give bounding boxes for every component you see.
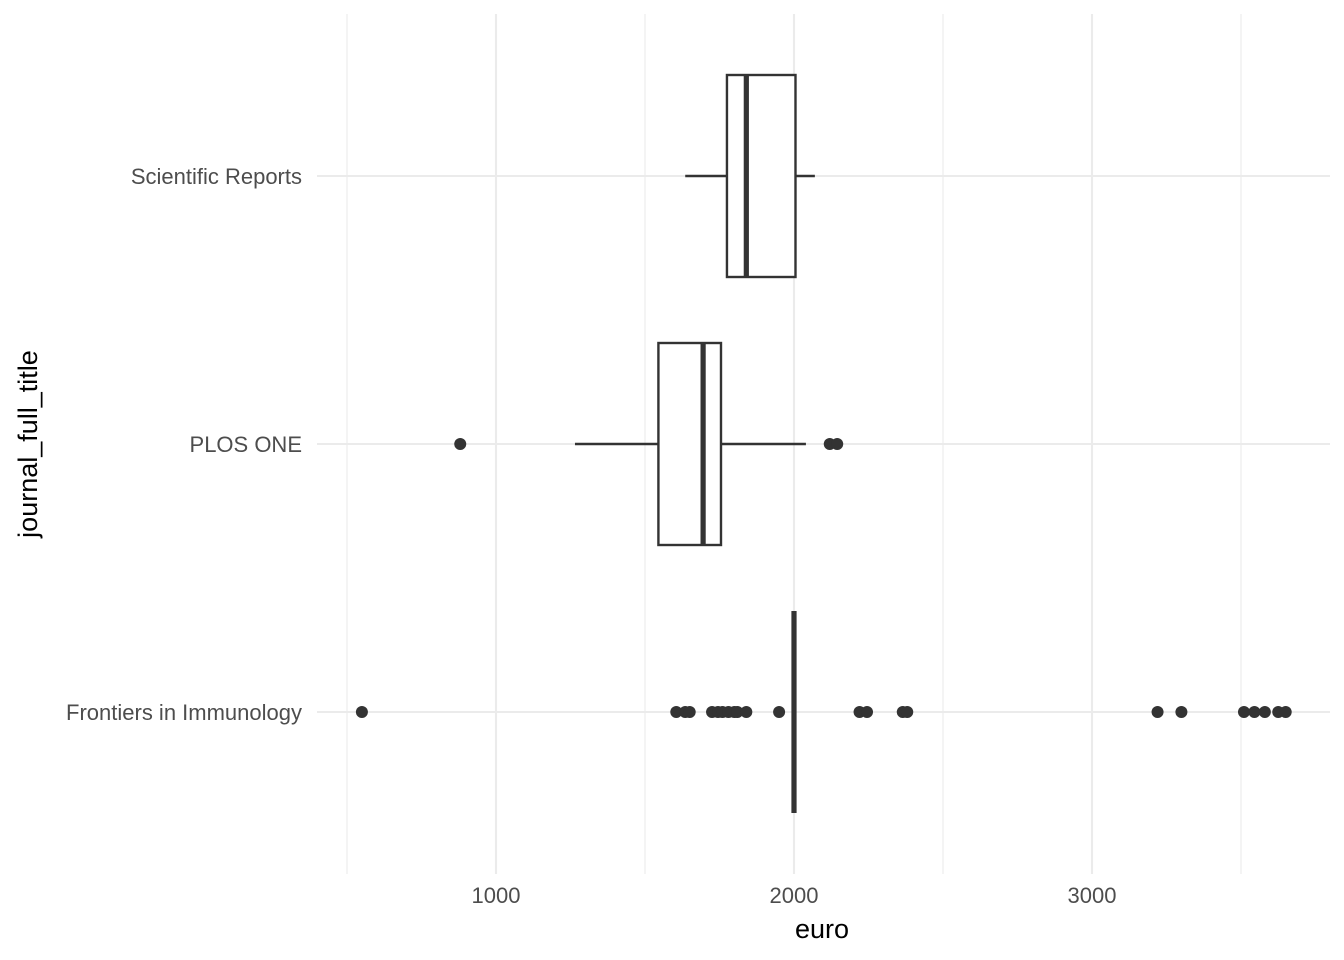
grid-lines xyxy=(317,14,1330,874)
iqr-box xyxy=(725,73,797,279)
outlier-point xyxy=(1248,706,1261,718)
y-tick-label: Frontiers in Immunology xyxy=(66,700,302,725)
outlier-point xyxy=(1151,706,1164,718)
y-tick-label: PLOS ONE xyxy=(190,432,302,457)
outlier-point xyxy=(355,706,368,718)
outlier-point xyxy=(1175,706,1188,718)
outlier-point xyxy=(454,438,467,450)
outlier-point xyxy=(683,706,696,718)
outlier-point xyxy=(861,706,874,718)
outlier-point xyxy=(1237,706,1250,718)
x-tick-labels: 1000 2000 3000 xyxy=(472,883,1117,908)
outlier-point xyxy=(731,706,744,718)
y-tick-labels: Frontiers in Immunology PLOS ONE Scientifi… xyxy=(66,164,302,725)
outlier-point xyxy=(901,706,914,718)
outlier-point xyxy=(1279,706,1292,718)
y-axis-title: journal_full_title xyxy=(13,350,43,539)
x-tick-label: 1000 xyxy=(472,883,521,908)
outlier-point xyxy=(1258,706,1271,718)
box-group xyxy=(454,341,844,547)
box-group xyxy=(685,73,815,279)
outlier-point xyxy=(831,438,844,450)
box-group xyxy=(355,611,1292,813)
box-plots xyxy=(355,73,1292,813)
iqr-box xyxy=(657,341,723,547)
x-axis-title: euro xyxy=(795,914,849,944)
x-tick-label: 3000 xyxy=(1068,883,1117,908)
outlier-point xyxy=(670,706,683,718)
outlier-point xyxy=(740,706,753,718)
outlier-point xyxy=(773,706,786,718)
x-tick-label: 2000 xyxy=(770,883,819,908)
y-tick-label: Scientific Reports xyxy=(131,164,302,189)
